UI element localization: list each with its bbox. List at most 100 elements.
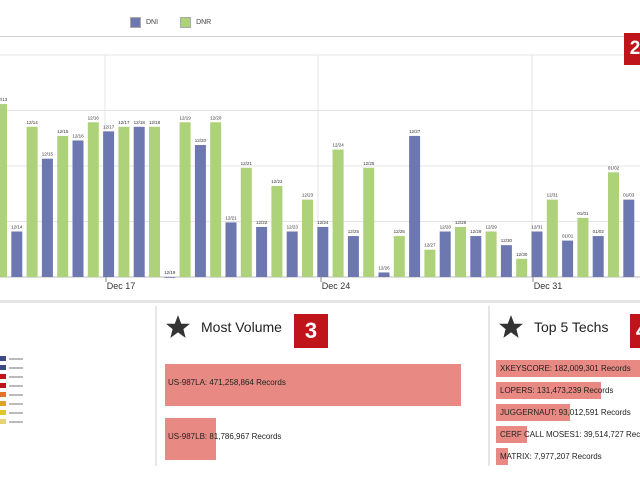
- star-icon: [499, 315, 523, 338]
- chart-bar: [286, 231, 298, 277]
- bar-data-label: 12/25: [363, 161, 375, 166]
- bar-data-label: 12/27: [409, 129, 421, 134]
- chart-bar: [87, 122, 99, 278]
- most-volume-title: Most Volume: [201, 319, 282, 335]
- bar-data-label: 12/21: [225, 215, 237, 220]
- chart-bar: [347, 236, 359, 277]
- chart-bar: [393, 236, 405, 277]
- chart-bar: [332, 149, 344, 277]
- bar-data-label: 12/18: [149, 120, 161, 125]
- tech-bar: [496, 426, 528, 443]
- chart-bar: [623, 199, 635, 277]
- mini-legend-row[interactable]: [0, 355, 28, 362]
- mini-legend: [0, 355, 28, 427]
- bar-data-label: 12/31: [547, 193, 559, 198]
- bar-data-label: 12/20: [195, 138, 207, 143]
- top-techs-title: Top 5 Techs: [534, 319, 609, 335]
- chart-bar: [577, 217, 589, 277]
- bar-data-label: 12/23: [287, 224, 299, 229]
- legend-label-dni: DNI: [146, 19, 159, 26]
- section-divider: [0, 300, 640, 303]
- mini-legend-row[interactable]: [0, 373, 28, 380]
- checkbox-icon[interactable]: [0, 410, 6, 415]
- tech-bar-label: CERF CALL MOSES1: 39,514,727 Records: [500, 430, 640, 439]
- checkbox-icon[interactable]: [0, 365, 6, 370]
- chart-legend: DNI DNR: [130, 17, 211, 28]
- most-volume-header: Most Volume: [165, 314, 282, 340]
- bar-data-label: 12/26: [378, 265, 390, 270]
- chart-bar: [149, 126, 160, 277]
- checkbox-icon[interactable]: [0, 419, 6, 424]
- volume-bar-row[interactable]: US-987LA: 471,258,864 Records: [165, 364, 465, 406]
- volume-bar: [165, 418, 217, 460]
- bar-data-label: 12/30: [501, 238, 513, 243]
- tech-bar-row[interactable]: XKEYSCORE: 182,009,301 Records: [496, 360, 640, 377]
- bar-data-label: 12/22: [256, 220, 268, 225]
- bar-data-label: 01/03: [623, 193, 635, 198]
- mini-legend-line: [9, 411, 23, 414]
- bar-data-label: 12/19: [179, 115, 191, 120]
- bar-data-label: 12/20: [210, 115, 222, 120]
- star-icon: [166, 315, 190, 338]
- section-marker-3: 3: [294, 314, 328, 348]
- tech-bar-label: LOPERS: 131,473,239 Records: [500, 386, 614, 395]
- legend-item-dnr[interactable]: DNR: [180, 17, 211, 28]
- tech-bar-label: JUGGERNAUT: 93,012,591 Records: [500, 408, 631, 417]
- mini-legend-row[interactable]: [0, 364, 28, 371]
- chart-bar: [516, 258, 528, 277]
- chart-bar: [470, 236, 482, 277]
- checkbox-icon[interactable]: [0, 383, 6, 388]
- checkbox-icon[interactable]: [0, 374, 6, 379]
- mini-legend-row[interactable]: [0, 409, 28, 416]
- bar-data-label: 12/15: [42, 152, 54, 157]
- x-axis-tick-label: Dec 24: [322, 281, 351, 291]
- chart-bar: [72, 140, 84, 277]
- chart-bar: [531, 231, 543, 277]
- mini-legend-line: [9, 420, 23, 423]
- top-techs-header: Top 5 Techs: [498, 314, 608, 340]
- chart-bar: [41, 158, 53, 277]
- tech-bar-row[interactable]: LOPERS: 131,473,239 Records: [496, 382, 640, 399]
- bar-data-label: 12/14: [26, 120, 38, 125]
- bar-data-label: 01/02: [608, 165, 620, 170]
- mini-legend-row[interactable]: [0, 391, 28, 398]
- tech-bar: [496, 382, 601, 399]
- chart-bar: [546, 199, 558, 277]
- checkbox-icon[interactable]: [0, 392, 6, 397]
- most-volume-panel: Most Volume 3 US-987LA: 471,258,864 Reco…: [155, 306, 475, 466]
- section-marker-2: 2: [624, 33, 640, 65]
- bar-data-label: 12/26: [394, 229, 406, 234]
- volume-bar: [165, 364, 461, 406]
- chart-bar: [592, 236, 604, 277]
- mini-legend-line: [9, 393, 23, 396]
- bar-data-label: 12/25: [348, 229, 360, 234]
- tech-bar-row[interactable]: JUGGERNAUT: 93,012,591 Records: [496, 404, 640, 421]
- tech-bar: [496, 360, 640, 377]
- chart-bar: [225, 222, 237, 277]
- bar-data-label: 12/17: [118, 120, 130, 125]
- bar-data-label: 12/29: [470, 229, 482, 234]
- chart-bar: [363, 167, 375, 277]
- mini-legend-row[interactable]: [0, 418, 28, 425]
- checkbox-icon[interactable]: [0, 356, 6, 361]
- tech-bar-row[interactable]: CERF CALL MOSES1: 39,514,727 Records: [496, 426, 640, 443]
- legend-label-dnr: DNR: [196, 19, 212, 26]
- chart-bar: [271, 185, 283, 277]
- legend-item-dni[interactable]: DNI: [130, 17, 158, 28]
- chart-bar: [500, 245, 512, 277]
- volume-bar-label: US-987LA: 471,258,864 Records: [168, 378, 286, 387]
- mini-legend-row[interactable]: [0, 400, 28, 407]
- chart-bar: [317, 226, 329, 277]
- chart-bar: [608, 172, 619, 277]
- mini-legend-row[interactable]: [0, 382, 28, 389]
- chart-bar: [179, 122, 191, 278]
- mini-legend-line: [9, 384, 23, 387]
- bar-data-label: 12/17: [103, 124, 115, 129]
- tech-bar-row[interactable]: MATRIX: 7,977,207 Records: [496, 448, 640, 465]
- chart-bar: [240, 167, 252, 277]
- chart-bar: [133, 126, 145, 277]
- checkbox-icon[interactable]: [0, 401, 6, 406]
- chart-bar: [409, 135, 421, 277]
- volume-bar-row[interactable]: US-987LB: 81,786,967 Records: [165, 418, 465, 460]
